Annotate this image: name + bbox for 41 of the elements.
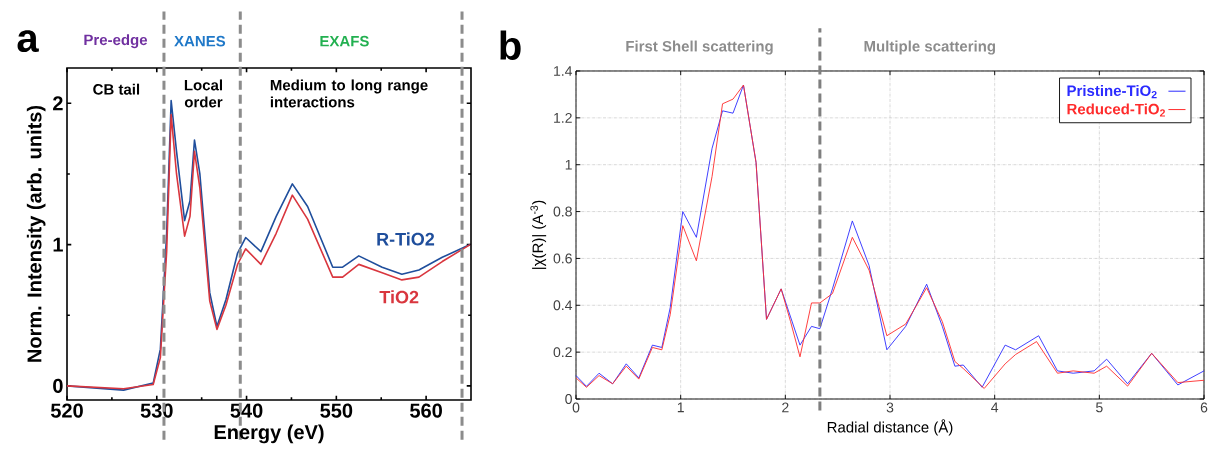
y-tick-label: 1.4 bbox=[554, 66, 573, 76]
y-axis-title: Norm. Intensity (arb. units) bbox=[26, 105, 46, 362]
x-axis-title: Radial distance (Å) bbox=[827, 419, 953, 436]
text: Multiple scattering bbox=[864, 40, 996, 55]
x-tick-label: 530 bbox=[140, 403, 173, 418]
y-tick-label: 1 bbox=[53, 237, 63, 252]
x-tick-label: 540 bbox=[230, 403, 263, 418]
y-tick-label: 1.2 bbox=[554, 112, 572, 123]
y-tick-label: 0 bbox=[565, 394, 572, 404]
y-tick-label: 0.8 bbox=[553, 206, 572, 217]
text: EXAFS bbox=[320, 35, 369, 47]
x-tick-label: 1 bbox=[677, 402, 684, 413]
x-tick-label: 520 bbox=[50, 403, 83, 418]
y-tick-label: 1 bbox=[565, 159, 572, 170]
x-tick-label: 560 bbox=[410, 403, 442, 418]
annotation: Local order bbox=[184, 79, 223, 108]
x-tick-label: 5 bbox=[1096, 402, 1103, 413]
text: XANES bbox=[174, 35, 226, 47]
series-label: R-TiO2 bbox=[377, 232, 435, 246]
y-tick-label: 2 bbox=[53, 96, 63, 111]
y-tick-label: 0 bbox=[53, 378, 63, 393]
x-tick-label: 6 bbox=[1200, 402, 1208, 413]
text: First Shell scattering bbox=[626, 40, 773, 55]
y-tick-label: 0.4 bbox=[553, 300, 573, 311]
annotation: Medium to long range interactions bbox=[270, 79, 428, 108]
y-axis-title: |χ(R)| (A$^{-3}$) bbox=[530, 200, 547, 269]
x-tick-label: 550 bbox=[320, 403, 353, 418]
text: a bbox=[17, 30, 39, 53]
text: b bbox=[500, 30, 521, 60]
legend-label: Pristine-TiO$_{2}$ bbox=[1067, 85, 1157, 99]
x-tick-label: 0 bbox=[572, 402, 580, 413]
y-tick-label: 0.6 bbox=[553, 253, 572, 264]
x-tick-label: 4 bbox=[991, 402, 999, 413]
text: Pre-edge bbox=[84, 34, 148, 49]
x-tick-label: 2 bbox=[782, 402, 789, 413]
annotation: CB tail bbox=[93, 83, 140, 95]
x-axis-title: Energy (eV) bbox=[214, 424, 324, 444]
series-label: TiO2 bbox=[379, 290, 419, 304]
x-tick-label: 3 bbox=[886, 402, 894, 413]
legend-label: Reduced-TiO$_{2}$ bbox=[1067, 103, 1165, 117]
y-tick-label: 0.2 bbox=[553, 347, 572, 358]
